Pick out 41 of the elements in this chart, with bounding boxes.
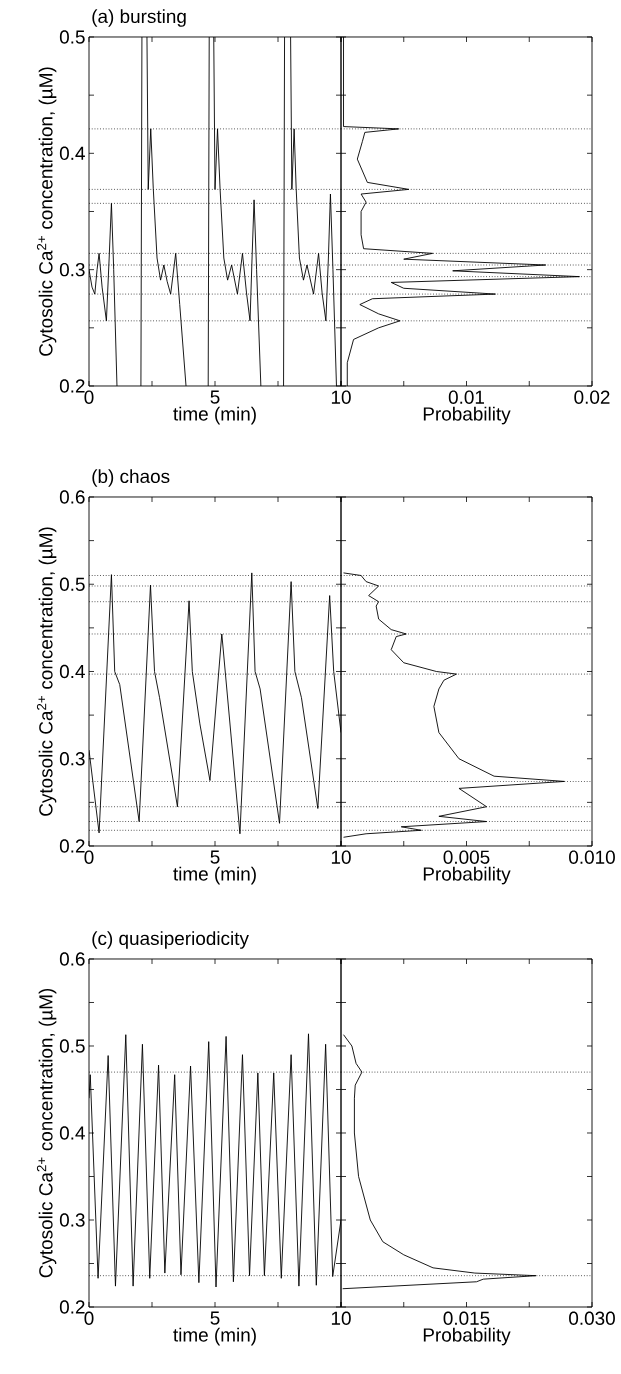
x-tick-label: 0 bbox=[84, 850, 94, 864]
chart-title: (c) quasiperiodicity bbox=[92, 931, 249, 949]
y-tick-label: 0.5 bbox=[59, 577, 85, 591]
x-tick-label: 5 bbox=[210, 1311, 220, 1325]
chart-title: (b) chaos bbox=[92, 469, 170, 487]
y-tick-label: 0.2 bbox=[59, 839, 85, 853]
y-axis-title: Cytosolic Ca$^{2+}$ concentration, (µM) bbox=[36, 527, 57, 816]
x-tick-label: 0.010 bbox=[569, 850, 615, 864]
y-tick-label: 0.4 bbox=[59, 1126, 85, 1140]
y-tick-label: 0.3 bbox=[59, 1213, 85, 1227]
x-tick-label: 0.005 bbox=[443, 850, 490, 864]
x-tick-label: 10 bbox=[331, 850, 351, 864]
y-tick-label: 0.2 bbox=[59, 1300, 85, 1314]
y-tick-label: 0.4 bbox=[59, 664, 85, 679]
y-tick-label: 0.3 bbox=[59, 262, 85, 277]
x-axis-title: time (min) bbox=[173, 1327, 256, 1346]
x-tick-label: 0.02 bbox=[574, 390, 610, 404]
x-axis-title: time (min) bbox=[173, 406, 256, 425]
y-tick-label: 0.5 bbox=[59, 1039, 85, 1053]
x-tick-label: 5 bbox=[210, 850, 220, 864]
x-tick-label: 0.01 bbox=[448, 390, 484, 404]
y-tick-label: 0.5 bbox=[59, 30, 85, 44]
x-axis-title: time (min) bbox=[173, 866, 256, 885]
y-tick-label: 0.4 bbox=[59, 146, 85, 161]
x-tick-label: 0.030 bbox=[569, 1311, 615, 1325]
y-axis-title: Cytosolic Ca$^{2+}$ concentration, (µM) bbox=[36, 988, 57, 1278]
x-tick-label: 0.015 bbox=[443, 1311, 490, 1325]
x-tick-label: 10 bbox=[331, 1311, 351, 1325]
x-tick-label: 10 bbox=[331, 390, 351, 404]
y-tick-label: 0.6 bbox=[59, 952, 85, 966]
x-tick-label: 5 bbox=[210, 390, 220, 404]
y-tick-label: 0.6 bbox=[59, 490, 85, 504]
x-axis-title: Probability bbox=[423, 866, 511, 885]
x-axis-title: Probability bbox=[423, 406, 511, 425]
x-axis-title: Probability bbox=[423, 1327, 511, 1346]
y-tick-label: 0.2 bbox=[59, 379, 85, 393]
y-tick-label: 0.3 bbox=[59, 752, 85, 766]
x-tick-label: 0 bbox=[84, 1311, 94, 1325]
y-axis-title: Cytosolic Ca$^{2+}$ concentration, (µM) bbox=[36, 67, 57, 356]
x-tick-label: 0 bbox=[84, 390, 94, 404]
chart-title: (a) bursting bbox=[92, 9, 186, 27]
